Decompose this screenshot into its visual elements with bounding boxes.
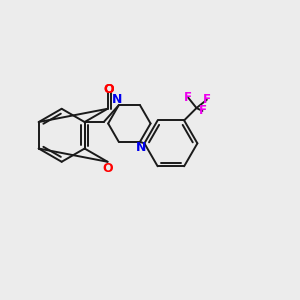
Text: O: O — [104, 83, 114, 96]
Text: O: O — [102, 162, 113, 175]
Text: N: N — [112, 93, 122, 106]
Text: F: F — [203, 93, 211, 106]
Text: F: F — [198, 104, 206, 118]
Text: N: N — [136, 141, 147, 154]
Text: F: F — [184, 91, 192, 104]
Text: O: O — [104, 83, 114, 96]
